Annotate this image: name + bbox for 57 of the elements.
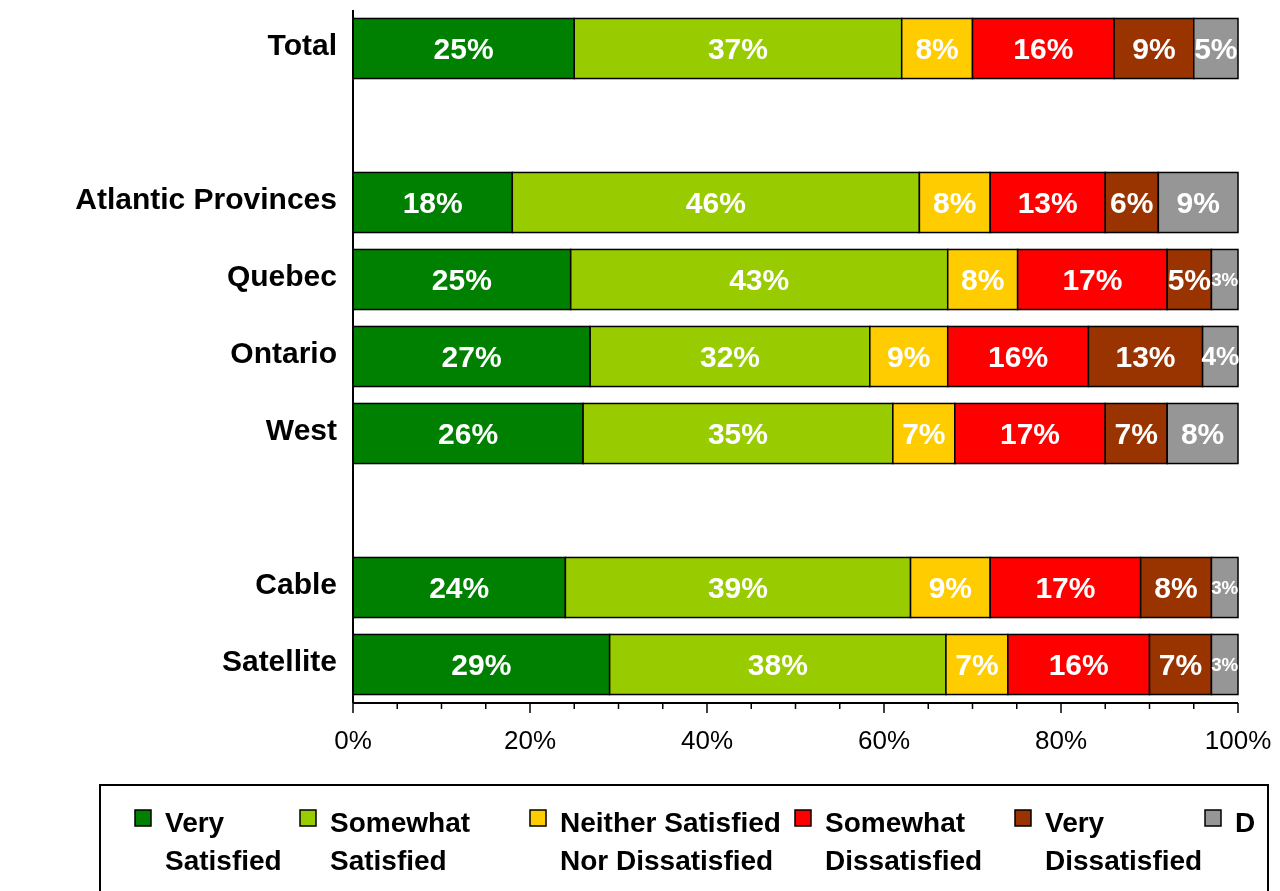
data-label: 46% [685, 185, 746, 219]
data-label: 7% [955, 647, 999, 681]
data-label: 9% [1132, 31, 1176, 65]
data-label: 7% [1158, 647, 1203, 681]
data-label: 5% [1194, 31, 1238, 65]
x-tick-label: 60% [857, 725, 911, 755]
x-tick-label: 80% [1034, 725, 1088, 755]
data-label: 17% [1062, 262, 1123, 296]
data-label: 9% [1176, 185, 1220, 219]
data-label: 16% [1048, 647, 1109, 681]
legend-label: Neither Satisfied Nor Dissatisfied [560, 807, 781, 876]
data-label: 25% [433, 31, 494, 65]
data-label: 6% [1110, 185, 1154, 219]
data-label: 9% [887, 339, 931, 373]
legend-label: Very Satisfied [165, 807, 282, 876]
data-label: 7% [1114, 416, 1158, 450]
y-tick-label: Quebec [226, 258, 337, 292]
data-label: 8% [1180, 416, 1225, 450]
y-tick-label: Total [267, 27, 337, 61]
legend-label: Somewhat Satisfied [330, 807, 471, 876]
data-label: 43% [729, 262, 790, 296]
data-label: 39% [707, 570, 768, 604]
data-label: 13% [1017, 185, 1078, 219]
data-label: 35% [707, 416, 768, 450]
data-label: 27% [441, 339, 502, 373]
data-label: 16% [1013, 31, 1074, 65]
y-tick-label: Atlantic Provinces [75, 181, 337, 215]
data-label: 32% [699, 339, 761, 373]
data-label: 38% [747, 647, 808, 681]
legend-label: D [1235, 807, 1256, 838]
data-label: 29% [451, 647, 512, 681]
data-label: 24% [429, 570, 490, 604]
y-tick-label: West [265, 412, 337, 446]
data-label: 8% [933, 185, 977, 219]
data-label: 7% [902, 416, 946, 450]
data-label: 8% [915, 31, 959, 65]
data-label: 16% [988, 339, 1049, 373]
x-tick-label: 40% [680, 725, 734, 755]
data-label: 17% [1035, 570, 1096, 604]
data-label: 5% [1167, 262, 1211, 296]
data-label: 9% [928, 570, 973, 604]
y-tick-label: Satellite [221, 643, 337, 677]
legend-label: Very Dissatisfied [1045, 807, 1203, 876]
data-label: 8% [1154, 570, 1198, 604]
data-label: 25% [431, 262, 492, 296]
y-tick-label: Ontario [230, 335, 337, 369]
data-label: 17% [1000, 416, 1061, 450]
y-tick-label: Cable [255, 566, 337, 600]
data-label: 26% [438, 416, 499, 450]
data-label: 13% [1115, 339, 1176, 373]
legend-label: Somewhat Dissatisfied [825, 807, 983, 876]
data-label: 37% [707, 31, 768, 65]
x-tick-label: 0% [334, 725, 372, 755]
x-tick-label: 100% [1204, 725, 1272, 755]
x-tick-label: 20% [503, 725, 557, 755]
data-label: 8% [961, 262, 1005, 296]
data-label: 18% [402, 185, 463, 219]
